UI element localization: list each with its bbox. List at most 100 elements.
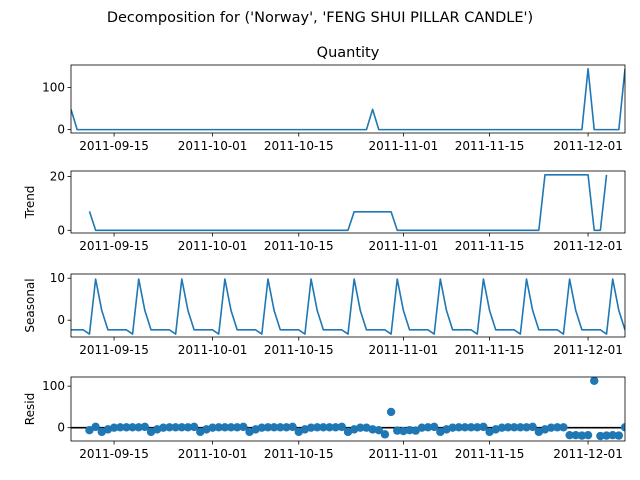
x-tick-label: 2011-09-15: [79, 139, 149, 153]
data-point: [374, 425, 383, 435]
data-point: [368, 425, 377, 434]
x-tick-label: 2011-10-15: [264, 343, 334, 357]
data-point: [208, 423, 217, 432]
x-tick-label: 2011-09-15: [79, 447, 149, 461]
figure-suptitle: Decomposition for ('Norway', 'FENG SHUI …: [107, 10, 533, 26]
data-point: [454, 423, 463, 432]
y-tick-label: 0: [57, 123, 65, 137]
data-point: [583, 430, 593, 440]
data-point: [608, 430, 617, 440]
data-point: [116, 423, 125, 432]
x-tick-label: 2011-11-15: [455, 447, 525, 461]
data-point: [263, 423, 273, 432]
data-point: [331, 423, 340, 432]
data-point: [257, 423, 267, 432]
data-point: [448, 423, 457, 432]
subplot-3: 0 10 2011-09-15 2011-10-01 2011-10-15 2011-11…: [23, 271, 626, 357]
y-tick-label: 0: [57, 223, 65, 237]
x-tick-label: 2011-12-01: [553, 139, 623, 153]
data-point: [399, 426, 408, 436]
data-point: [356, 423, 365, 432]
data-point: [546, 423, 556, 432]
data-point: [122, 423, 131, 432]
x-tick-label: 2011-12-01: [553, 447, 623, 461]
data-point: [159, 423, 168, 432]
data-point: [313, 423, 322, 432]
data-point: [460, 423, 470, 432]
data-point: [214, 423, 223, 432]
data-point: [319, 423, 328, 432]
data-point: [423, 423, 433, 432]
data-point: [528, 422, 537, 432]
data-point: [189, 422, 199, 432]
y-tick-label: 10: [50, 271, 65, 285]
x-tick-label: 2011-10-01: [178, 343, 248, 357]
data-point: [128, 423, 137, 432]
data-point: [306, 423, 316, 432]
x-tick-label: 2011-11-01: [369, 447, 439, 461]
y-tick-label: 0: [57, 313, 65, 327]
axes-frame: [70, 376, 626, 442]
x-tick-label: 2011-09-15: [79, 343, 149, 357]
data-point: [571, 430, 580, 440]
data-point: [429, 422, 439, 432]
data-point: [565, 430, 574, 440]
subplot-4: 0 100 2011-09-15 2011-10-01 2011-10-15 2011-1…: [23, 376, 626, 461]
data-point: [479, 422, 488, 432]
data-point: [602, 431, 611, 440]
series-group: [71, 278, 625, 335]
data-point: [288, 422, 297, 432]
subplot-1: 0 100 2011-09-15 2011-10-01 2011-10-15 2011-1…: [42, 45, 626, 153]
data-point: [393, 426, 402, 435]
data-point: [269, 423, 279, 432]
data-point: [140, 422, 150, 432]
data-point: [386, 407, 396, 417]
data-point: [590, 377, 599, 385]
x-tick-label: 2011-10-15: [264, 447, 334, 461]
data-point: [473, 423, 482, 432]
data-point: [239, 422, 248, 432]
data-point: [233, 423, 242, 432]
data-point: [417, 423, 427, 432]
data-point: [516, 423, 525, 432]
x-tick-label: 2011-11-15: [455, 139, 525, 153]
data-point: [85, 425, 94, 435]
x-tick-label: 2011-10-01: [178, 447, 248, 461]
data-point: [91, 422, 100, 432]
x-tick-label: 2011-12-01: [553, 343, 623, 357]
data-point: [620, 423, 625, 432]
data-point: [183, 423, 193, 432]
data-point: [325, 423, 334, 432]
x-tick-label: 2011-11-01: [369, 239, 439, 253]
data-point: [405, 425, 414, 435]
data-point: [109, 423, 119, 432]
data-point: [510, 423, 519, 432]
y-tick-label: 100: [42, 379, 65, 393]
x-tick-label: 2011-11-01: [369, 139, 439, 153]
data-point: [614, 431, 624, 440]
y-tick-label: 100: [42, 80, 65, 94]
data-point: [522, 423, 531, 432]
x-tick-label: 2011-10-01: [178, 139, 248, 153]
data-point: [276, 423, 285, 432]
subplot-title: Quantity: [317, 45, 380, 61]
data-point: [165, 423, 174, 432]
y-axis-label: Resid: [23, 393, 37, 425]
x-tick-label: 2011-10-15: [264, 239, 334, 253]
data-point: [226, 423, 236, 432]
y-axis-label: Seasonal: [23, 278, 37, 332]
data-point: [220, 423, 230, 432]
x-tick-label: 2011-10-15: [264, 139, 334, 153]
axes-frame: [70, 64, 626, 134]
series-line: [71, 68, 625, 131]
data-point: [497, 423, 507, 432]
series-line: [88, 174, 608, 232]
data-point: [559, 423, 568, 432]
data-point: [282, 423, 291, 432]
series-group: [71, 68, 625, 131]
series-group: [88, 174, 608, 232]
data-point: [177, 423, 186, 432]
data-point: [577, 431, 587, 440]
